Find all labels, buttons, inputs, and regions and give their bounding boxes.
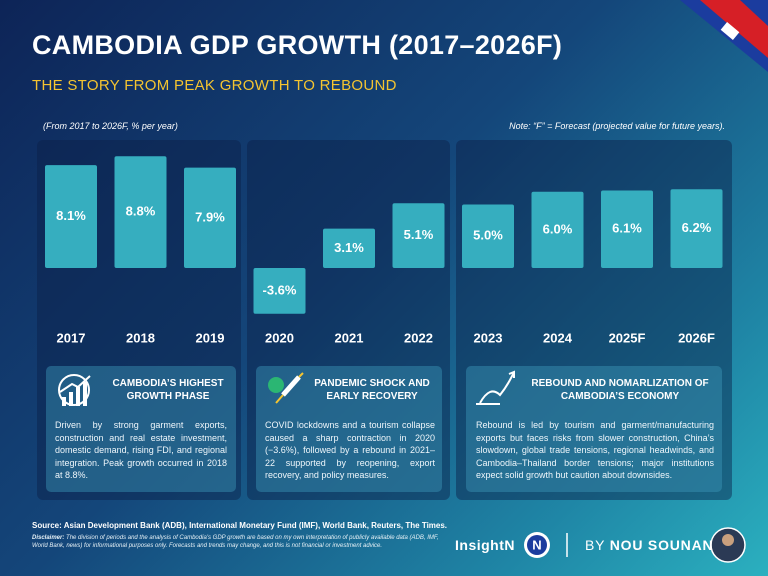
value-label: 8.8% [126, 204, 156, 219]
logo-letter: N [532, 537, 541, 552]
vaccine-icon [268, 372, 304, 404]
x-tick-label: 2025F [609, 330, 646, 345]
flag [680, 0, 768, 72]
x-tick-label: 2021 [335, 330, 364, 345]
x-tick-label: 2018 [126, 330, 155, 345]
phase-text: Rebound is led by tourism and garment/ma… [476, 420, 714, 481]
period-note: (From 2017 to 2026F, % per year) [43, 121, 178, 131]
disclaimer: Disclaimer: The division of periods and … [32, 535, 452, 550]
bar [462, 204, 514, 268]
bar [392, 203, 445, 268]
chart: 8.1% 2017 8.8% 2018 7.9% 2019 -3.6% 2020 3.1% 202… [45, 156, 723, 345]
source: Source: Asian Development Bank (ADB), In… [32, 521, 448, 530]
phase-box [256, 366, 442, 492]
logo-badge [527, 535, 547, 555]
x-tick-label: 2023 [474, 330, 503, 345]
author: NOU SOUNAN [609, 537, 714, 553]
avatar-face [722, 534, 734, 546]
phase-text: Driven by strong garment exports, constr… [55, 420, 227, 481]
byline: BY [585, 537, 606, 553]
brand: InsightN [455, 537, 515, 553]
phase-text: COVID lockdowns and a tourism collapse c… [265, 420, 435, 481]
disclaimer-label: Disclaimer: [32, 535, 65, 541]
value-label: 7.9% [195, 209, 225, 224]
bar [114, 156, 167, 268]
bar [601, 190, 653, 268]
bar [531, 191, 584, 268]
phase-title: PANDEMIC SHOCK AND EARLY RECOVERY [314, 378, 430, 402]
value-label: 5.1% [404, 227, 434, 242]
value-label: 5.0% [473, 228, 503, 243]
bar [45, 165, 97, 268]
phase-title: CAMBODIA’S HIGHEST GROWTH PHASE [112, 378, 224, 402]
x-tick-label: 2024 [543, 330, 573, 345]
phase-panel [456, 140, 732, 500]
bar [253, 268, 306, 314]
x-tick-label: 2017 [57, 330, 86, 345]
phase-title: REBOUND AND NOMARLIZATION OF CAMBODIA’S … [531, 378, 709, 402]
x-tick-label: 2026F [678, 330, 715, 345]
rebound-icon [476, 370, 515, 405]
value-label: 3.1% [334, 240, 364, 255]
bar [184, 167, 236, 268]
chart-title: CAMBODIA GDP GROWTH (2017–2026F) [32, 30, 563, 60]
growth-icon [58, 374, 91, 406]
forecast-note: Note: “F” = Forecast (projected value fo… [509, 121, 725, 131]
x-tick-label: 2022 [404, 330, 433, 345]
disclaimer-text: The division of periods and the analysis… [32, 535, 439, 549]
value-label: -3.6% [263, 282, 297, 297]
bar [323, 228, 375, 268]
x-tick-label: 2019 [196, 330, 225, 345]
phase-box [466, 366, 722, 492]
value-label: 6.2% [682, 220, 712, 235]
value-label: 6.0% [543, 221, 573, 236]
chart-subtitle: THE STORY FROM PEAK GROWTH TO REBOUND [32, 77, 397, 94]
value-label: 8.1% [56, 208, 86, 223]
x-tick-label: 2020 [265, 330, 294, 345]
value-label: 6.1% [612, 221, 642, 236]
phase-box [46, 366, 236, 492]
bar [670, 189, 723, 268]
byline-block: BY NOU SOUNAN [585, 537, 713, 553]
